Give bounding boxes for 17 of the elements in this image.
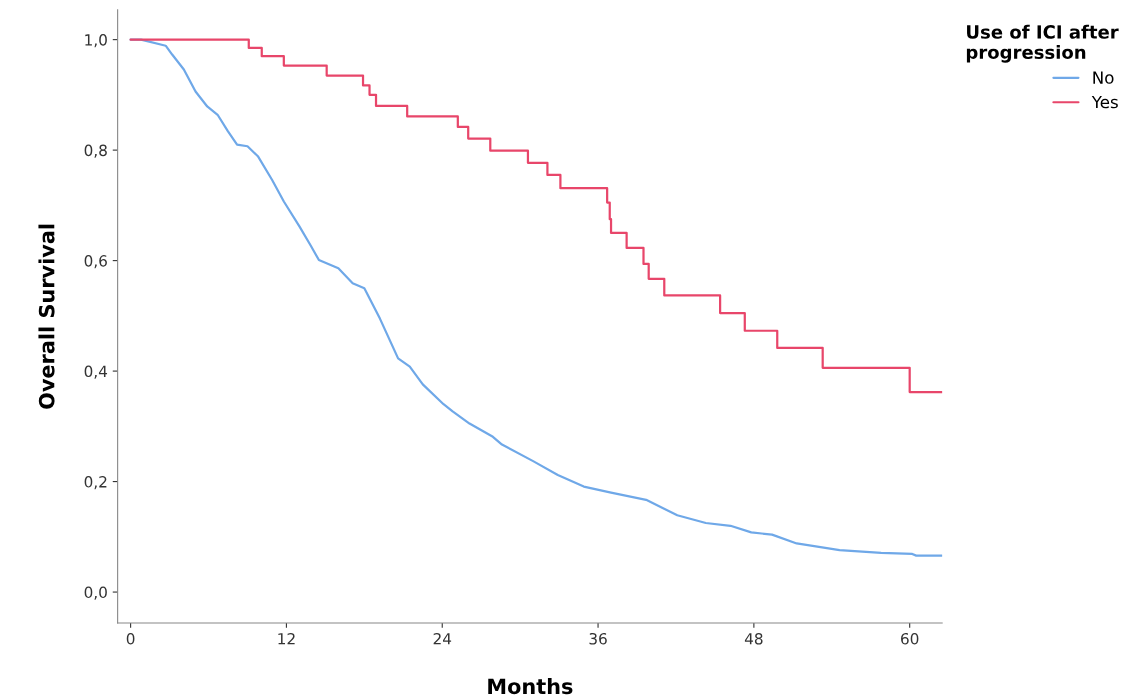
y-tick-label: 0,4 xyxy=(84,365,108,379)
legend-title: Use of ICI after progression xyxy=(966,24,1119,63)
y-tick-label: 0,6 xyxy=(84,255,107,269)
y-tick-label: 0,2 xyxy=(84,476,107,490)
legend-label: No xyxy=(1093,71,1114,84)
x-tick-label: 12 xyxy=(278,632,295,645)
y-tick-label: 0,0 xyxy=(84,586,107,600)
legend-label: Yes xyxy=(1091,95,1118,109)
y-tick-label: 1,0 xyxy=(85,34,107,48)
y-axis-title: Overall Survival xyxy=(38,224,55,409)
x-tick-label: 24 xyxy=(433,632,452,645)
x-axis-title: Months xyxy=(488,678,573,695)
x-tick-label: 60 xyxy=(901,632,919,645)
x-tick-label: 48 xyxy=(744,632,763,645)
x-tick-label: 36 xyxy=(589,632,607,645)
x-tick-label: 0 xyxy=(126,632,135,645)
y-tick-label: 0,8 xyxy=(84,144,107,158)
